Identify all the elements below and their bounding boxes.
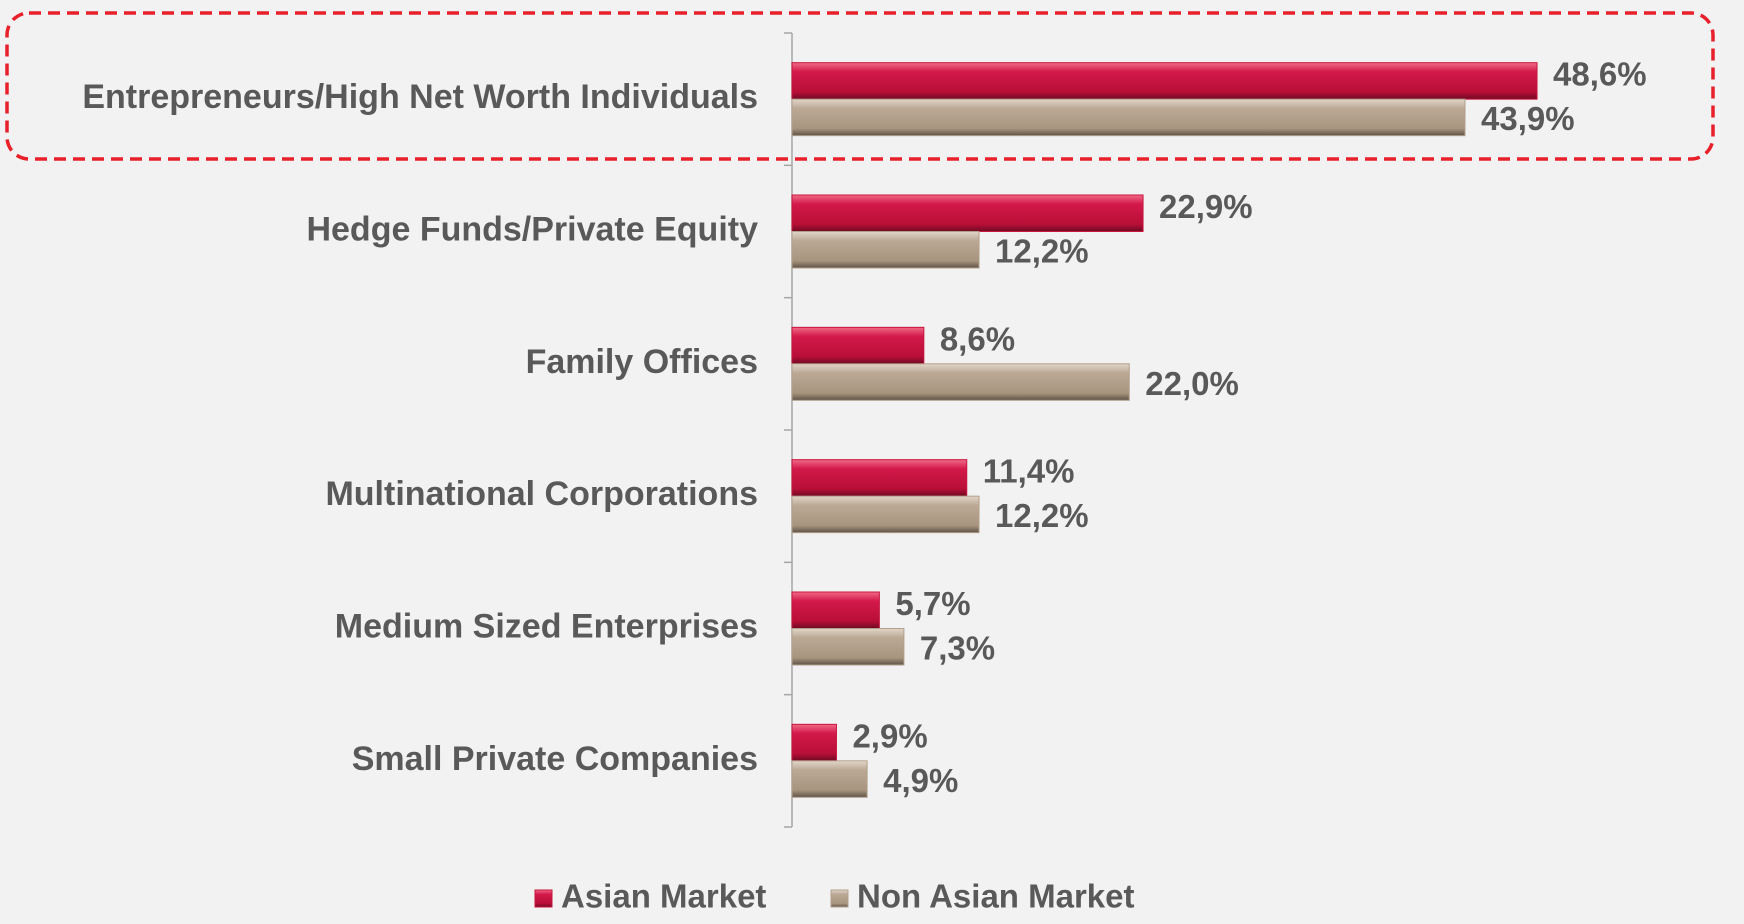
legend-label: Non Asian Market [857, 878, 1135, 915]
bar [791, 459, 968, 497]
value-label: 2,9% [852, 717, 927, 754]
value-label: 22,0% [1145, 365, 1239, 402]
highlight-box [5, 11, 1715, 161]
category-label: Multinational Corporations [325, 475, 758, 513]
bar [791, 723, 837, 762]
bar [791, 194, 1144, 232]
legend-swatch [534, 889, 553, 908]
legend-swatch [830, 889, 849, 908]
bar [791, 628, 905, 666]
bar [791, 62, 1538, 100]
bar [791, 231, 980, 269]
category-label: Family Offices [526, 343, 758, 381]
value-label: 22,9% [1159, 188, 1253, 225]
bar [791, 495, 980, 534]
value-label: 4,9% [883, 762, 958, 799]
bar [791, 363, 1130, 401]
category-label: Small Private Companies [352, 740, 758, 778]
category-label: Entrepreneurs/High Net Worth Individuals [82, 78, 758, 116]
bar [791, 98, 1466, 137]
value-label: 12,2% [995, 232, 1089, 269]
value-label: 12,2% [995, 497, 1089, 534]
bar [791, 760, 868, 798]
value-label: 11,4% [983, 453, 1075, 490]
value-label: 43,9% [1481, 100, 1575, 137]
category-label: Medium Sized Enterprises [335, 607, 758, 645]
value-label: 48,6% [1553, 56, 1647, 93]
value-label: 8,6% [940, 320, 1015, 357]
value-label: 7,3% [920, 629, 995, 666]
bar [791, 326, 925, 365]
legend-label: Asian Market [561, 878, 766, 915]
category-label: Hedge Funds/Private Equity [306, 210, 758, 248]
bar [791, 591, 880, 629]
value-label: 5,7% [895, 585, 970, 622]
